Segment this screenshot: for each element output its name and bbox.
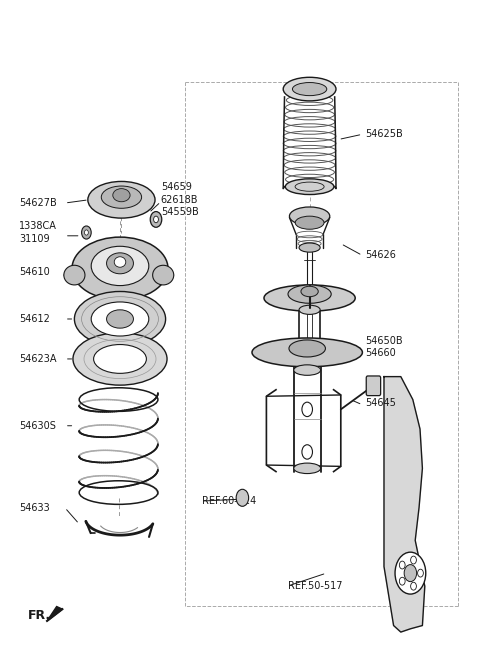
Text: 54633: 54633 [19,502,50,513]
Text: 1338CA
31109: 1338CA 31109 [19,221,57,244]
Circle shape [150,212,162,227]
Ellipse shape [294,365,321,375]
Ellipse shape [72,237,168,300]
Ellipse shape [295,216,324,229]
Text: 54623A: 54623A [19,354,57,364]
Text: REF.50-517: REF.50-517 [288,581,343,591]
Ellipse shape [73,333,167,385]
Ellipse shape [285,179,334,195]
Text: 54612: 54612 [19,314,50,324]
Circle shape [395,552,426,594]
Text: 54625B: 54625B [365,129,403,140]
Ellipse shape [288,285,331,303]
Circle shape [236,489,249,506]
Ellipse shape [299,305,320,314]
Circle shape [399,577,405,585]
Ellipse shape [74,291,166,346]
Circle shape [399,561,405,569]
Polygon shape [47,607,62,621]
Ellipse shape [88,181,155,218]
Circle shape [410,556,416,564]
Circle shape [404,565,417,582]
Ellipse shape [294,463,321,474]
Circle shape [410,582,416,590]
Ellipse shape [292,83,327,96]
Text: 54610: 54610 [19,267,50,277]
Text: 54659
62618B
54559B: 54659 62618B 54559B [161,182,199,217]
Ellipse shape [91,246,149,286]
Text: 54650B
54660: 54650B 54660 [365,336,402,358]
Ellipse shape [252,338,362,367]
Circle shape [302,445,312,459]
Ellipse shape [64,265,85,285]
Ellipse shape [114,257,126,267]
Ellipse shape [91,302,149,336]
Ellipse shape [289,340,325,357]
Text: 54626: 54626 [365,250,396,261]
Ellipse shape [289,207,330,225]
Ellipse shape [299,243,320,252]
Ellipse shape [107,310,133,328]
Circle shape [82,226,91,239]
Text: 54630S: 54630S [19,421,56,431]
Text: REF.60-624: REF.60-624 [202,496,256,506]
Text: FR.: FR. [28,609,51,622]
Ellipse shape [101,186,142,208]
Text: 54645: 54645 [365,398,396,408]
Ellipse shape [153,265,174,285]
Circle shape [84,230,88,235]
Circle shape [418,569,423,577]
FancyBboxPatch shape [366,376,381,396]
Ellipse shape [113,189,130,202]
Ellipse shape [107,253,133,274]
Ellipse shape [264,285,355,311]
Circle shape [302,402,312,417]
Ellipse shape [283,77,336,101]
Ellipse shape [301,286,318,297]
Circle shape [154,216,158,223]
Ellipse shape [94,345,146,373]
Polygon shape [384,377,425,632]
Text: 54627B: 54627B [19,198,57,208]
